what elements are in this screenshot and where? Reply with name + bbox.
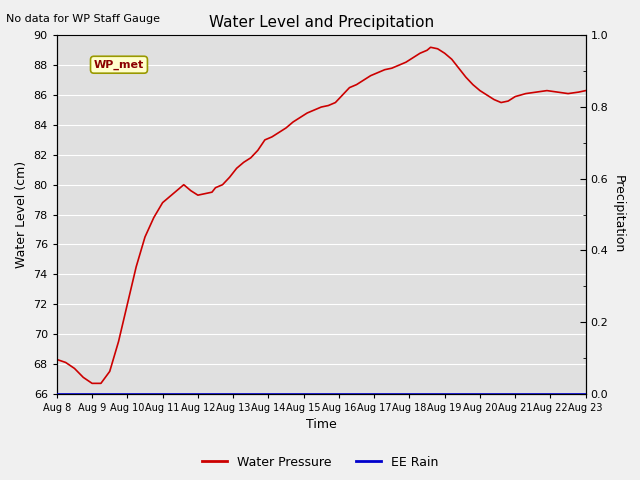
Legend: Water Pressure, EE Rain: Water Pressure, EE Rain	[196, 451, 444, 474]
Y-axis label: Water Level (cm): Water Level (cm)	[15, 161, 28, 268]
Text: No data for WP Staff Gauge: No data for WP Staff Gauge	[6, 14, 161, 24]
Title: Water Level and Precipitation: Water Level and Precipitation	[209, 15, 434, 30]
X-axis label: Time: Time	[306, 419, 337, 432]
Y-axis label: Precipitation: Precipitation	[612, 176, 625, 254]
Text: WP_met: WP_met	[94, 60, 144, 70]
